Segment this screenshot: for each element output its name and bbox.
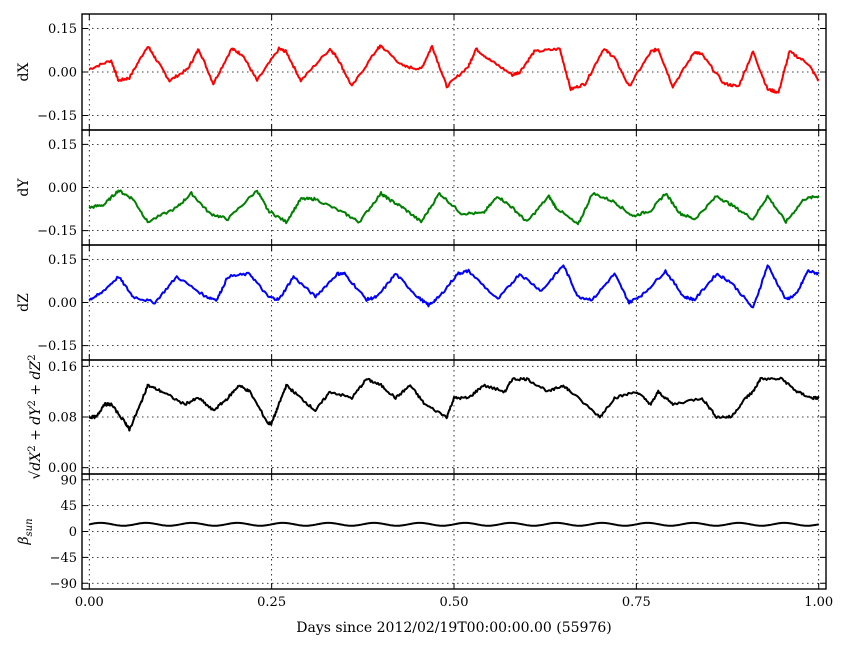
series-line <box>88 264 820 309</box>
y-axis-label: dY <box>16 178 32 197</box>
series-line <box>88 44 820 94</box>
subplot-2: −0.15 0.00 0.15 dY <box>16 129 827 246</box>
x-tick-label: 0.25 <box>257 595 286 610</box>
y-tick-label: 0 <box>69 525 77 540</box>
y-tick-label: 0.00 <box>48 461 77 476</box>
x-tick-labels: 0.00 0.25 0.50 0.75 1.00 <box>75 595 833 610</box>
y-tick-label: 0.00 <box>48 181 77 196</box>
x-tick-label: 1.00 <box>804 595 833 610</box>
series-line <box>88 189 820 226</box>
subplot-3: −0.15 0.00 0.15 dZ <box>16 244 827 361</box>
y-tick-label: 0.00 <box>48 66 77 81</box>
series-line <box>88 376 820 432</box>
y-tick-label: −0.15 <box>37 339 77 354</box>
y-axis-label: βsun <box>16 518 35 545</box>
y-axis-label: dX <box>16 63 32 82</box>
subplot-1: −0.15 0.00 0.15 dX <box>16 13 827 131</box>
subplot-5: −90 −45 0 45 90 βsun <box>16 473 827 592</box>
subplot-4: 0.00 0.08 0.16 √dX2 + dY2 + dZ2 <box>27 354 827 480</box>
x-tick-label: 0.50 <box>440 595 469 610</box>
y-tick-label: 90 <box>60 473 77 488</box>
x-tick-label: 0.75 <box>622 595 651 610</box>
y-tick-label: 0.15 <box>48 138 77 153</box>
y-tick-label: 0.15 <box>48 253 77 268</box>
x-tick-label: 0.00 <box>75 595 104 610</box>
y-axis-label: √dX2 + dY2 + dZ2 <box>27 354 44 479</box>
y-axis-label: dZ <box>16 293 32 312</box>
x-axis-label: Days since 2012/02/19T00:00:00.00 (55976… <box>296 620 611 636</box>
axes-frame <box>81 129 827 246</box>
series-line <box>89 521 819 527</box>
y-tick-label: −90 <box>50 577 77 592</box>
axes-frame <box>81 244 827 361</box>
axes-frame <box>81 359 827 475</box>
y-tick-label: 0.16 <box>48 360 77 375</box>
y-tick-label: −0.15 <box>37 224 77 239</box>
axes-frame <box>81 473 827 590</box>
y-tick-label: 45 <box>60 499 77 514</box>
y-tick-label: 0.00 <box>48 296 77 311</box>
y-tick-label: 0.15 <box>48 22 77 37</box>
subplots: −0.150.000.15dX−0.150.000.15dY−0.150.000… <box>16 13 827 592</box>
y-tick-label: 0.08 <box>48 411 77 426</box>
y-tick-label: −45 <box>50 551 77 566</box>
y-tick-label: −0.15 <box>37 109 77 124</box>
